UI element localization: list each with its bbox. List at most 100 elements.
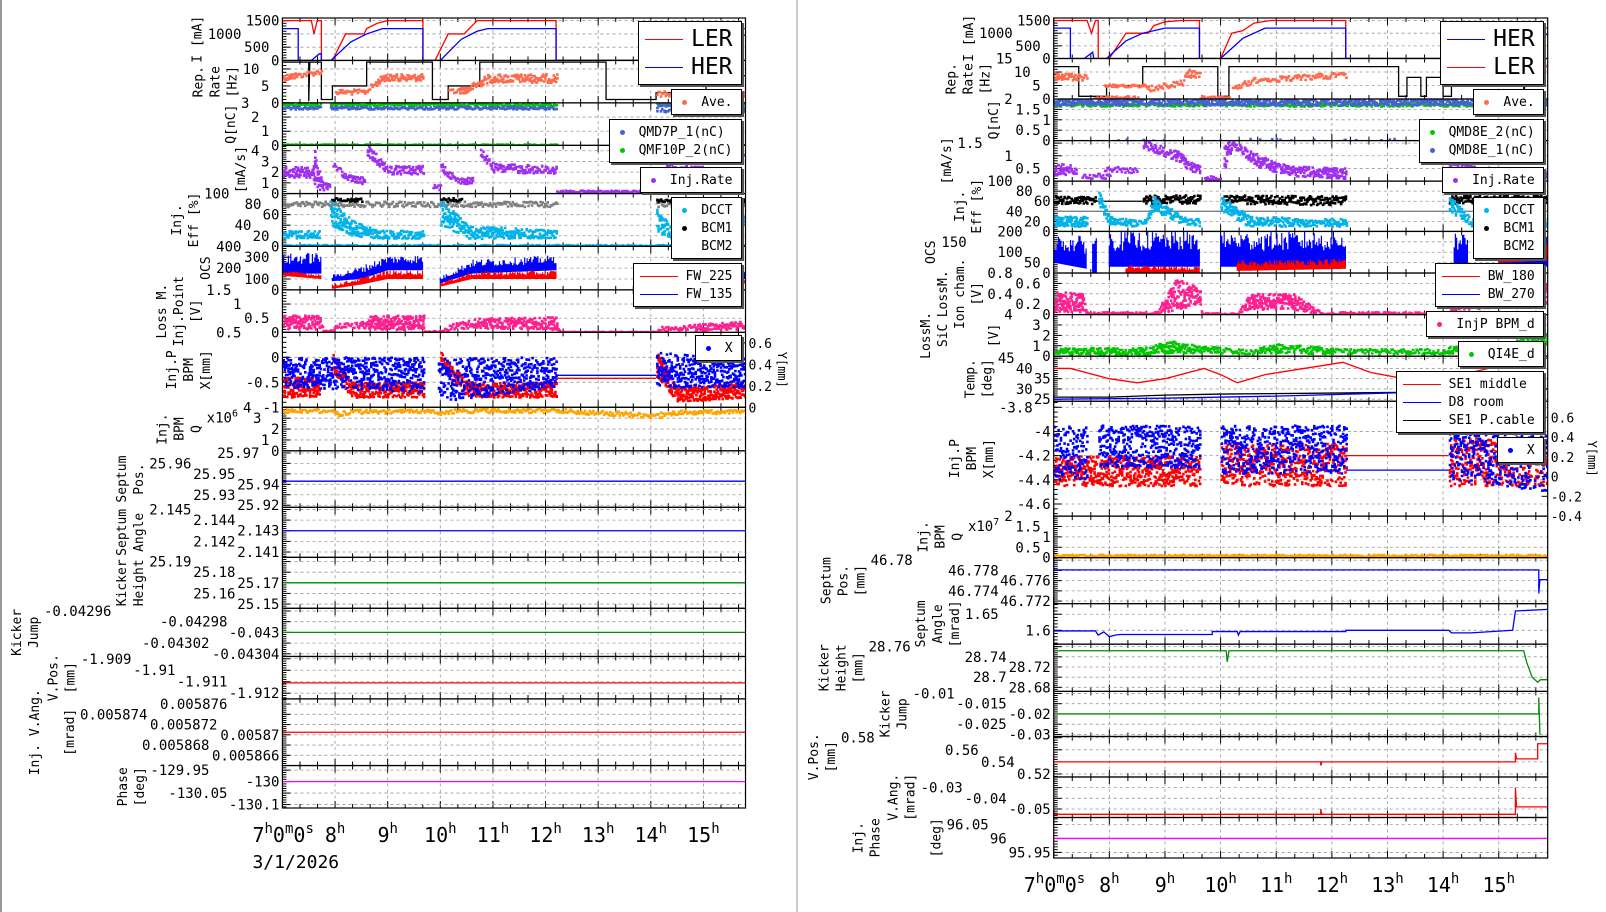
y-tick-label: -0.5 bbox=[246, 375, 280, 391]
legend-entry: QI4E_d bbox=[1465, 345, 1535, 363]
y-axis-label: V.Ang. bbox=[886, 774, 901, 821]
y-axis-label: BPM bbox=[182, 358, 197, 382]
series-inj-rate bbox=[282, 145, 746, 194]
y-tick-label: 10 bbox=[243, 62, 260, 78]
y-axis-label: [V] bbox=[189, 299, 204, 322]
legend-label: X bbox=[1526, 442, 1535, 458]
y-axis-label: Kicker bbox=[817, 644, 832, 691]
y-tick-label: 4 bbox=[243, 400, 251, 416]
y-tick-label: 46.776 bbox=[1000, 574, 1051, 590]
series-height bbox=[1053, 650, 1548, 684]
legend-entry: HER bbox=[644, 53, 733, 81]
y-tick-label: 25.15 bbox=[237, 597, 279, 613]
y-tick-label: 0 bbox=[271, 283, 279, 299]
panel-frame bbox=[1053, 776, 1549, 819]
y-axis-label: V.Pos. bbox=[47, 654, 62, 701]
legend-label: X bbox=[724, 340, 733, 356]
y-tick-label: 25.94 bbox=[237, 477, 279, 493]
y-tick-label: 40 bbox=[1016, 361, 1033, 377]
y-tick-label: 46.772 bbox=[1000, 594, 1051, 610]
y-axis-label: I [mA] bbox=[191, 16, 206, 63]
y-tick-label: -0.03 bbox=[1009, 727, 1051, 743]
legend-dot-swatch bbox=[1507, 447, 1513, 453]
legend-entry: BW_270 bbox=[1441, 285, 1535, 303]
y-axis-label: Height bbox=[834, 644, 849, 691]
panel-frame bbox=[1053, 735, 1549, 778]
y-tick-label: 50 bbox=[1024, 256, 1041, 272]
y-tick-label: 0.6 bbox=[1015, 276, 1040, 292]
panel-lossm-ion-cham-v-: 00.20.40.60.8 LossM. Ion cham. [V] bbox=[936, 259, 1549, 329]
y-tick-label: -129.95 bbox=[150, 763, 209, 779]
y2-tick-label: 0.4 bbox=[1551, 431, 1575, 446]
y-tick-label: 30 bbox=[1016, 382, 1033, 398]
y-tick-label: 0.2 bbox=[1015, 297, 1040, 313]
y-tick-label: 0 bbox=[1042, 224, 1050, 240]
y-tick-label: -1.911 bbox=[177, 675, 228, 691]
legend-dot-swatch bbox=[1453, 177, 1459, 183]
legend-dot-swatch bbox=[1484, 99, 1490, 105]
legend-line-swatch bbox=[1402, 383, 1441, 385]
y2-tick-label: 0.6 bbox=[1551, 411, 1574, 426]
x-tick-label: 11h bbox=[477, 821, 510, 847]
panel--ma-s-: 00.51 1.5[mA/s] bbox=[940, 136, 1549, 190]
legend-label: FW_135 bbox=[685, 286, 733, 302]
legend-entry: DCCT bbox=[1480, 201, 1535, 219]
y-tick-label: 25.19 bbox=[149, 555, 191, 571]
y-tick-label: 10 bbox=[1014, 65, 1031, 81]
y-tick-label: 0 bbox=[271, 239, 279, 255]
legend-line-swatch bbox=[644, 38, 683, 40]
right-legend-0: HER LER bbox=[1440, 21, 1544, 85]
legend-label: SE1 P.cable bbox=[1448, 412, 1535, 428]
y-axis-label: [mA/s] bbox=[234, 146, 249, 193]
y-tick-label: 0.00587 bbox=[220, 728, 279, 744]
y-tick-label: -0.025 bbox=[956, 717, 1007, 733]
legend-label: BCM2 bbox=[1503, 238, 1535, 254]
y-tick-label: 2 bbox=[1004, 509, 1012, 525]
legend-entry: BCM2 bbox=[1480, 237, 1534, 255]
y-tick-label: 45 bbox=[998, 351, 1015, 367]
series-rate bbox=[282, 61, 746, 102]
legend-line-swatch bbox=[1447, 66, 1486, 68]
legend-label: HER bbox=[690, 54, 733, 80]
legend-label: DCCT bbox=[701, 202, 733, 218]
legend-label: SE1 middle bbox=[1448, 376, 1527, 392]
panel-frame bbox=[281, 764, 747, 809]
y-axis-label: [V] bbox=[987, 324, 1002, 347]
series-group bbox=[1053, 569, 1548, 594]
y-tick-label: 3 bbox=[241, 96, 249, 112]
y-tick-label: 0.4 bbox=[987, 287, 1012, 303]
y-tick-label: 0.52 bbox=[1017, 767, 1051, 783]
y-axis-label: [mm] bbox=[853, 565, 868, 596]
y2-tick-label: 0.4 bbox=[749, 358, 773, 373]
y-axis-label: Inj.Point bbox=[172, 276, 187, 346]
legend-label: Inj.Rate bbox=[669, 172, 733, 188]
legend-label: BCM1 bbox=[1503, 220, 1535, 236]
y-axis-label: X[mm] bbox=[982, 439, 997, 478]
y-tick-label: 25.95 bbox=[193, 467, 235, 483]
y-tick-label: 0 bbox=[271, 325, 279, 341]
series-bcm2 bbox=[282, 200, 746, 209]
y-tick-label: 500 bbox=[1015, 39, 1040, 55]
y-axis-label: Inj. bbox=[917, 521, 932, 552]
y-axis-label: BPM bbox=[965, 447, 980, 471]
y-axis-label: Phase bbox=[116, 767, 131, 806]
panel-frame bbox=[1053, 603, 1549, 645]
y-axis-label: Q[nC] bbox=[224, 105, 239, 144]
y-tick-label: 0.005868 bbox=[142, 738, 209, 754]
legend-label: InjP BPM_d bbox=[1456, 316, 1535, 332]
x-tick-label: 15h bbox=[687, 821, 720, 847]
y-axis-label: Angle bbox=[931, 604, 946, 643]
legend-label: BCM1 bbox=[701, 220, 733, 236]
series-group bbox=[282, 197, 746, 247]
y-tick-label: 46.778 bbox=[948, 563, 999, 579]
legend-line-swatch bbox=[644, 66, 683, 68]
legend-label: QMD8E_1(nC) bbox=[1448, 142, 1535, 158]
y-tick-label: 1 bbox=[1042, 530, 1050, 546]
y-tick-label: 25.92 bbox=[237, 498, 279, 514]
y-axis-label: SiC bbox=[936, 324, 951, 347]
right-legend-8: SE1 middle D8 room SE1 P.cable bbox=[1395, 371, 1544, 433]
y-axis-label: Septum bbox=[115, 455, 130, 502]
y-tick-label: 0 bbox=[271, 53, 279, 69]
right-legend-5: BW_180 BW_270 bbox=[1434, 263, 1544, 307]
